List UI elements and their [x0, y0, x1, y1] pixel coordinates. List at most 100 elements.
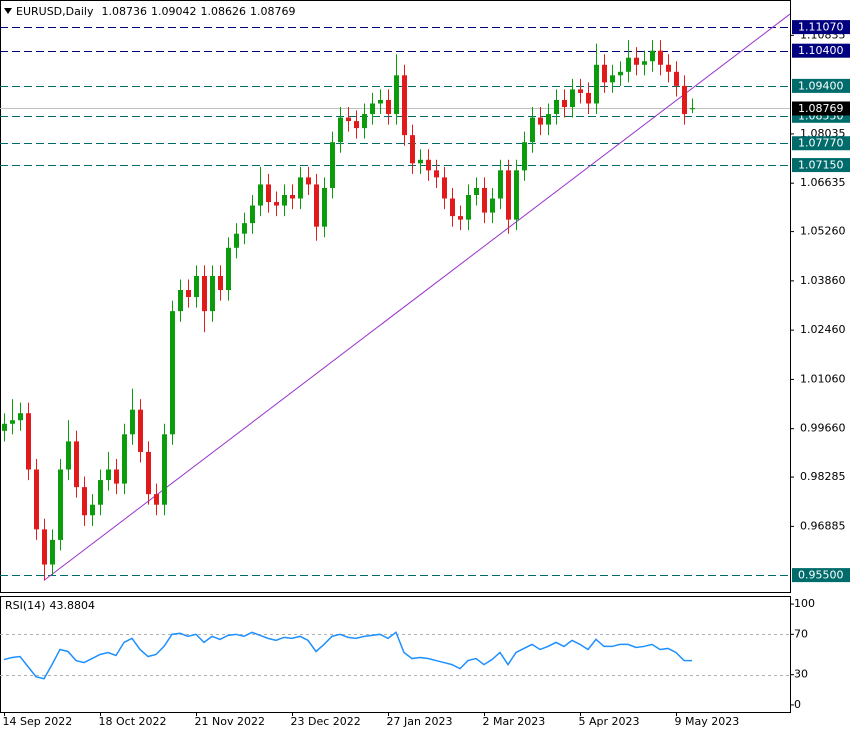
- candle-body: [322, 187, 327, 227]
- candle-body: [594, 64, 599, 104]
- level-label: 1.07770: [798, 137, 844, 150]
- x-tick-label: 18 Oct 2022: [99, 715, 167, 728]
- y-tick-label: 1.02460: [800, 323, 846, 336]
- candle-body: [18, 413, 23, 421]
- candle-body: [386, 99, 391, 115]
- candle-body: [554, 99, 559, 115]
- candle-body: [354, 121, 359, 129]
- y-tick-label: 0: [794, 698, 801, 711]
- chart-title: EURUSD,Daily 1.08736 1.09042 1.08626 1.08769: [16, 5, 295, 18]
- main-panel: [0, 0, 791, 593]
- y-tick-label: 0.98285: [800, 470, 846, 483]
- candle-body: [74, 441, 79, 488]
- x-tick-label: 14 Sep 2022: [3, 715, 73, 728]
- candle-body: [634, 57, 639, 65]
- candle-body: [170, 311, 175, 435]
- rsi-panel: [0, 596, 791, 713]
- y-tick-label: 0.96885: [800, 519, 846, 532]
- ohlc-open: 1.08736: [101, 5, 147, 18]
- level-label-box: [792, 158, 850, 173]
- candle-body: [378, 99, 383, 104]
- candle-body: [410, 135, 415, 164]
- candle-body: [626, 57, 631, 72]
- y-tick-label: 1.01060: [800, 372, 846, 385]
- candle-body: [642, 61, 647, 65]
- candle-body: [474, 187, 479, 195]
- candle-body: [50, 539, 55, 565]
- candle-body: [506, 170, 511, 220]
- candle-body: [266, 184, 271, 203]
- current-price-box: [792, 101, 850, 116]
- level-label: 1.09400: [798, 79, 844, 92]
- trend-line: [43, 13, 791, 581]
- candle-body: [274, 202, 279, 206]
- candle-body: [362, 114, 367, 129]
- candle-body: [146, 451, 151, 495]
- y-tick-label: 1.03860: [800, 274, 846, 287]
- candle-body: [290, 194, 295, 199]
- candle-body: [178, 290, 183, 312]
- candle-body: [530, 117, 535, 143]
- candle-body: [370, 103, 375, 115]
- candle-body: [514, 170, 519, 220]
- x-tick-label: 23 Dec 2022: [291, 715, 361, 728]
- ohlc-high: 1.09042: [151, 5, 197, 18]
- candle-body: [218, 275, 223, 291]
- candle-body: [674, 71, 679, 86]
- candle-body: [394, 75, 399, 115]
- symbol: EURUSD,Daily: [16, 5, 94, 18]
- candle-body: [538, 117, 543, 125]
- candle-body: [682, 85, 687, 115]
- candle-body: [34, 469, 39, 530]
- candle-body: [346, 117, 351, 122]
- candle-body: [122, 434, 127, 484]
- rsi-line: [3, 631, 693, 680]
- candle-body: [234, 233, 239, 248]
- menu-icon: [4, 8, 12, 14]
- candle-body: [10, 420, 15, 424]
- x-tick-label: 2 Mar 2023: [483, 715, 546, 728]
- candle-body: [282, 194, 287, 206]
- candle-body: [58, 469, 63, 540]
- ohlc-close: 1.08769: [250, 5, 296, 18]
- candle-body: [186, 290, 191, 298]
- candle-body: [2, 423, 7, 431]
- candle-body: [226, 247, 231, 291]
- level-label: 1.07150: [798, 159, 844, 172]
- candle-body: [578, 89, 583, 93]
- y-tick-label: 0.99660: [800, 422, 846, 435]
- candle-body: [426, 159, 431, 171]
- candle-body: [586, 92, 591, 104]
- candle-body: [250, 205, 255, 224]
- candle-body: [658, 50, 663, 65]
- y-tick-label: 30: [794, 668, 808, 681]
- candle-body: [130, 409, 135, 435]
- candle-body: [418, 159, 423, 164]
- candle-body: [26, 413, 31, 470]
- candle-body: [546, 114, 551, 125]
- level-label: 1.10400: [798, 44, 844, 57]
- level-label-box: [792, 43, 850, 58]
- candle-body: [442, 177, 447, 199]
- candle-body: [66, 441, 71, 470]
- current-price-label: 1.08769: [798, 102, 844, 115]
- candle-body: [570, 89, 575, 107]
- ohlc-low: 1.08626: [200, 5, 246, 18]
- rsi-name: RSI(14): [5, 599, 45, 612]
- candle-body: [610, 75, 615, 83]
- candle-body: [498, 170, 503, 199]
- y-tick-label: 100: [794, 597, 815, 610]
- candle-body: [90, 504, 95, 516]
- y-tick-label: 1.06635: [800, 176, 846, 189]
- candle-body: [42, 529, 47, 565]
- level-label-box: [792, 20, 850, 35]
- x-tick-label: 27 Jan 2023: [387, 715, 453, 728]
- candle-body: [258, 184, 263, 206]
- rsi-title: RSI(14) 43.8804: [5, 599, 95, 612]
- candle-body: [666, 64, 671, 72]
- candle-body: [114, 469, 119, 484]
- candle-body: [306, 177, 311, 185]
- candle-body: [562, 99, 567, 107]
